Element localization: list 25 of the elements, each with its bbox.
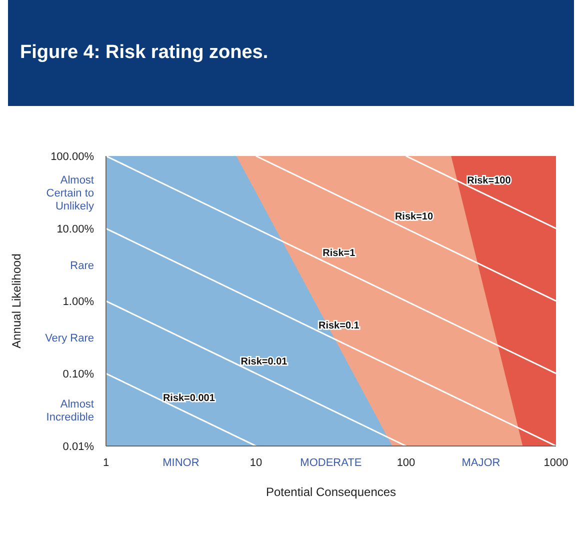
x-tick-label: 1	[102, 457, 110, 469]
y-tick-label: Rare	[70, 260, 94, 272]
chart-title: Figure 4: Risk rating zones.	[20, 42, 268, 64]
y-tick-label: Very Rare	[45, 332, 94, 344]
y-tick-label: 100.00%	[50, 151, 94, 163]
x-tick-label: MAJOR	[462, 457, 500, 469]
series-label: Risk=10	[394, 212, 434, 222]
x-tick-label: MODERATE	[300, 457, 362, 469]
x-tick-label: 1000	[544, 457, 568, 469]
series-label: Risk=100	[467, 175, 512, 186]
y-tick-label: 0.01%	[62, 441, 94, 453]
series-label: Risk=0.001	[162, 392, 216, 404]
y-tick-label: 1.00%	[62, 296, 94, 308]
series-label: Risk=0.01	[240, 356, 288, 368]
series-label: Risk=1	[322, 248, 356, 259]
x-tick-label: 100	[396, 457, 416, 469]
y-tick-label: Almost Incredible	[46, 398, 94, 424]
x-tick-label: 10	[250, 457, 262, 469]
x-axis-title: Potential Consequences	[266, 485, 396, 499]
y-tick-label: 0.10%	[62, 368, 94, 380]
y-axis-title: Annual Likelihood	[9, 254, 24, 348]
y-tick-label: Almost Certain to Unlikely	[46, 174, 94, 212]
x-tick-label: MINOR	[162, 457, 200, 469]
series-label: Risk=0.1	[318, 320, 360, 332]
y-tick-label: 10.00%	[56, 224, 94, 236]
